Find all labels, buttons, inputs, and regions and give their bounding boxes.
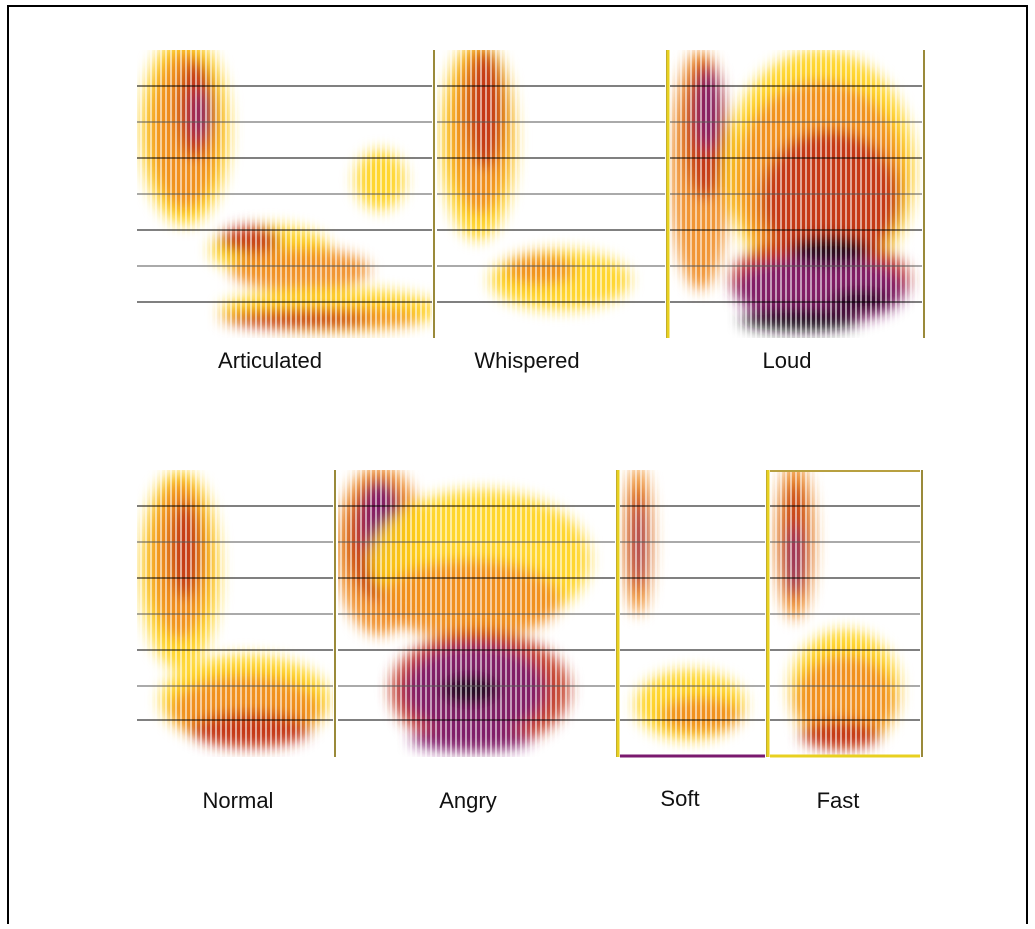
panel-label: Normal <box>203 788 274 813</box>
spectrogram <box>770 460 920 757</box>
spectrogram <box>137 35 440 338</box>
figure: Articulated Whispered Loud Normal Angry Soft F… <box>0 0 1035 924</box>
panel-label: Fast <box>817 788 860 813</box>
spectrogram <box>670 50 922 338</box>
spectrogram <box>437 40 665 338</box>
panel-label: Whispered <box>474 348 579 373</box>
panel-label: Angry <box>439 788 496 813</box>
spectrogram <box>620 465 765 757</box>
spectrogram <box>335 465 615 757</box>
panel-label: Articulated <box>218 348 322 373</box>
spectrogram <box>137 470 333 757</box>
panel-label: Soft <box>660 786 699 811</box>
panel-label: Loud <box>763 348 812 373</box>
